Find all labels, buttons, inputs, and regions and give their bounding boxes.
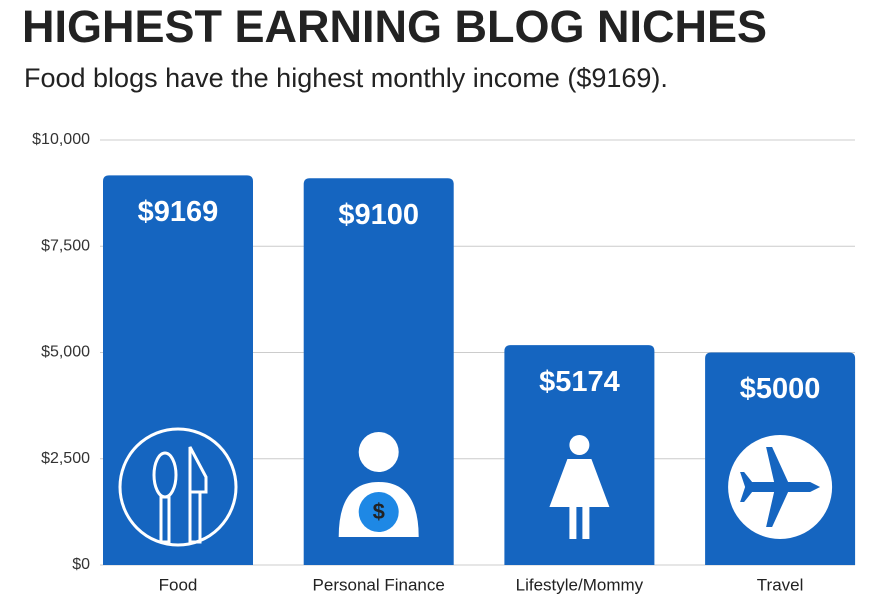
icon: [549, 435, 610, 539]
y-tick-label: $0: [72, 556, 90, 573]
y-tick-label: $2,500: [41, 450, 90, 467]
icon-circle: [118, 427, 238, 547]
icon: [728, 435, 833, 539]
chart-subtitle: Food blogs have the highest monthly inco…: [24, 63, 668, 93]
x-tick-label: Lifestyle/Mommy: [516, 575, 644, 594]
value-label: $9100: [338, 199, 419, 231]
icon-leg: [582, 507, 590, 539]
icon-dress: [549, 459, 610, 507]
value-label: $5000: [740, 373, 821, 405]
icon-head: [569, 435, 590, 455]
x-tick-label: Travel: [757, 575, 804, 594]
x-tick-label: Food: [159, 575, 198, 594]
icon-head: [358, 432, 399, 472]
icon-coin: [358, 492, 399, 532]
icon-knife: [188, 446, 208, 544]
chart-title: HIGHEST EARNING BLOG NICHES: [22, 1, 767, 52]
value-label: $5174: [539, 366, 620, 398]
icon-leg: [569, 507, 577, 539]
icon-dollar: $: [373, 499, 385, 524]
icon-plane: [740, 447, 821, 528]
icon-spoon-handle: [159, 495, 171, 544]
bar: [103, 175, 253, 565]
bar: [504, 345, 655, 565]
icon: $: [338, 432, 419, 537]
icon: [118, 427, 238, 547]
x-tick-label: Personal Finance: [313, 575, 445, 594]
bar: [303, 178, 454, 565]
y-tick-label: $7,500: [41, 237, 90, 254]
value-label: $9169: [138, 196, 219, 228]
y-tick-label: $10,000: [32, 131, 90, 148]
y-tick-label: $5,000: [41, 344, 90, 361]
